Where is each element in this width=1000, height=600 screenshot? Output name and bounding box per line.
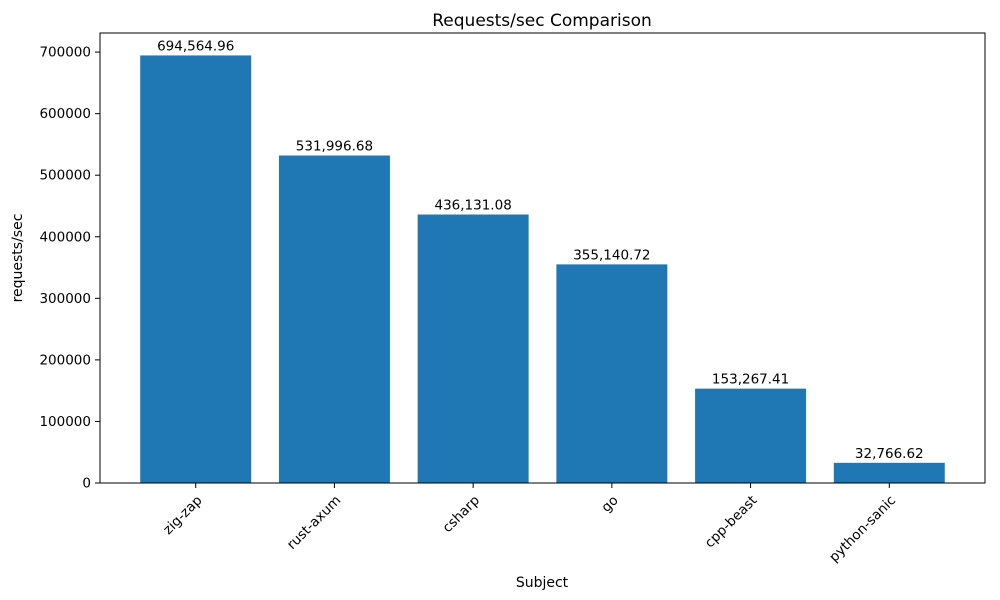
bar-csharp [417, 214, 529, 484]
bar-value-label: 694,564.96 [157, 38, 234, 54]
y-tick-label: 100000 [39, 414, 91, 430]
y-tick-label: 400000 [39, 229, 91, 245]
y-tick-label: 300000 [39, 291, 91, 307]
bar-value-label: 153,267.41 [712, 372, 789, 388]
x-tick-label: rust-axum [284, 493, 344, 553]
bar-go [556, 264, 668, 483]
y-tick-label: 0 [82, 476, 91, 492]
y-tick-label: 200000 [39, 352, 91, 368]
x-axis-label: Subject [516, 575, 569, 591]
bar-value-label: 355,140.72 [573, 247, 650, 263]
bar-value-label: 436,131.08 [434, 198, 511, 214]
bar-zig-zap [140, 55, 252, 483]
bar-value-label: 32,766.62 [855, 446, 924, 462]
y-tick-label: 700000 [39, 45, 91, 61]
x-tick-label: zig-zap [160, 493, 205, 538]
x-tick-label: python-sanic [826, 493, 899, 566]
plot-border [99, 32, 986, 484]
y-tick-label: 500000 [39, 168, 91, 184]
chart-title: Requests/sec Comparison [432, 11, 652, 31]
y-tick-label: 600000 [39, 106, 91, 122]
bar-value-label: 531,996.68 [296, 139, 373, 155]
plot-area: 0 100000 200000 300000 400000 500000 600000 700… [39, 32, 986, 566]
bar-python-sanic [833, 462, 945, 483]
x-tick-label: cpp-beast [702, 493, 761, 552]
bar-cpp-beast [695, 388, 807, 483]
x-tick-label: go [598, 493, 621, 516]
x-tick-label: csharp [440, 493, 483, 536]
y-axis-label: requests/sec [10, 214, 26, 303]
bar-rust-axum [278, 155, 390, 483]
